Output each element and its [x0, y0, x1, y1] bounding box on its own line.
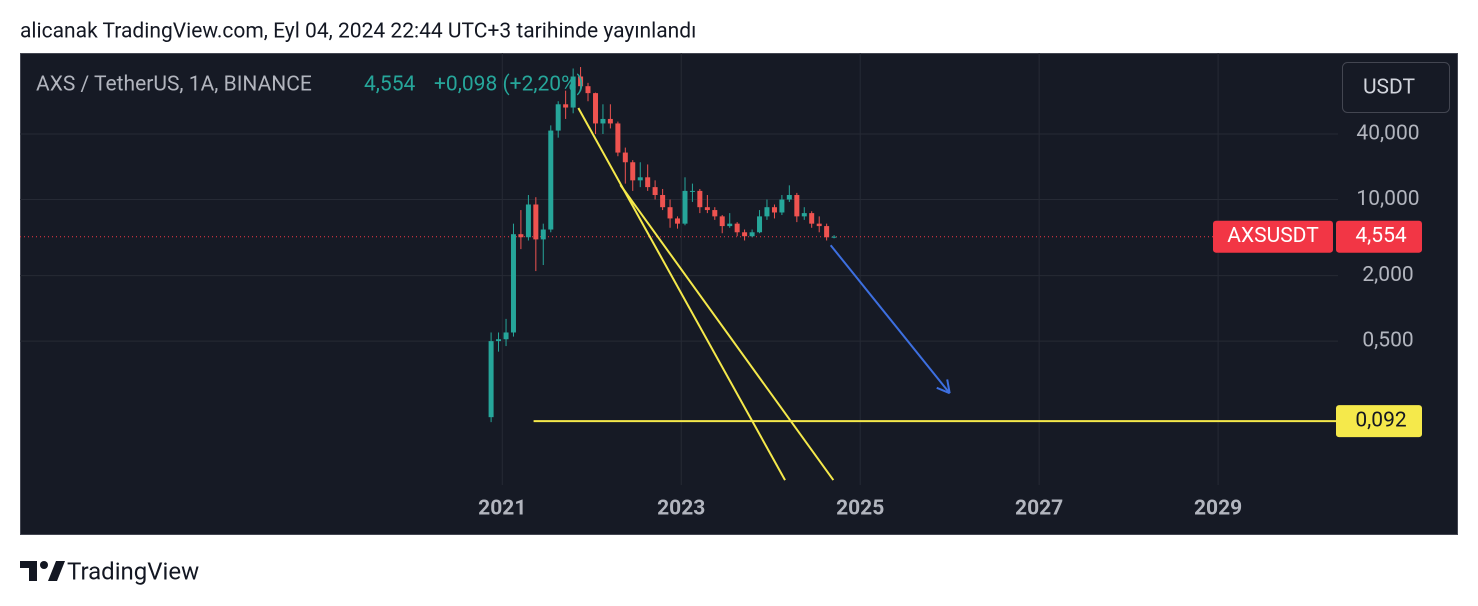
candle-body — [510, 234, 516, 333]
x-tick-label: 2021 — [478, 497, 526, 521]
candle-body — [749, 232, 755, 237]
candle-body — [503, 332, 509, 340]
candle-body — [824, 226, 830, 238]
y-tick-label: 0,500 — [1362, 329, 1413, 353]
candle-body — [757, 216, 763, 233]
candle-body — [771, 207, 777, 213]
candle-body — [831, 236, 837, 238]
candle-body — [674, 218, 680, 224]
candle-body — [578, 76, 584, 87]
symbol-label-bg — [1213, 220, 1333, 253]
y-tick-label: 40,000 — [1356, 122, 1419, 146]
candle-body — [719, 216, 725, 227]
candle-body — [518, 234, 524, 238]
trend-line — [577, 107, 786, 481]
x-tick-label: 2027 — [1015, 497, 1063, 521]
last-price: 4,554 — [364, 73, 416, 97]
arrow — [829, 244, 951, 394]
candle-body — [697, 190, 703, 208]
candle-body — [570, 76, 576, 108]
candle-body — [704, 207, 710, 211]
candle-body — [727, 223, 733, 227]
candle-body — [712, 210, 718, 217]
candle-body — [809, 213, 815, 224]
x-tick-label: 2025 — [836, 497, 884, 521]
y-tick-label: 2,000 — [1362, 263, 1413, 287]
x-tick-label: 2029 — [1194, 497, 1242, 521]
candle-body — [637, 177, 643, 181]
hline-label: 0,092 — [1355, 409, 1407, 433]
candle-body — [786, 195, 792, 200]
x-tick-label: 2023 — [657, 497, 705, 521]
y-tick-label: 10,000 — [1356, 187, 1419, 211]
candle-body — [496, 339, 502, 342]
candle-body — [682, 190, 688, 224]
candle-body — [630, 162, 636, 181]
currency-button[interactable] — [1342, 62, 1450, 113]
arrow-head — [946, 379, 951, 394]
candle-body — [593, 93, 599, 124]
candle-body — [816, 223, 822, 227]
candle-body — [548, 130, 554, 230]
candle-body — [622, 152, 628, 163]
candle-body — [645, 177, 651, 188]
candle-body — [555, 104, 561, 131]
candle-body — [563, 104, 569, 108]
arrow-head — [936, 386, 951, 395]
symbol-label: AXSUSDT — [1227, 224, 1319, 248]
candle-body — [652, 187, 658, 196]
candle-body — [742, 232, 748, 237]
plot-area — [20, 53, 1338, 485]
symbol-title: AXS / TetherUS, 1A, BINANCE — [36, 73, 312, 97]
tradingview-logo — [20, 561, 65, 581]
candle-body — [764, 207, 770, 217]
trend-line — [619, 184, 835, 481]
publish-info: alicanak TradingView.com, Eyl 04, 2024 2… — [20, 20, 696, 44]
candle-body — [660, 195, 666, 208]
candle-body — [689, 190, 695, 192]
currency-label[interactable]: USDT — [1363, 76, 1416, 100]
candle-body — [585, 86, 591, 94]
candle-body — [488, 341, 494, 418]
candle-body — [533, 204, 539, 240]
candle-body — [667, 207, 673, 219]
price-change: +0,098 (+2,20%) — [434, 73, 584, 97]
price-label-bg — [1336, 220, 1422, 253]
brand: TradingView — [67, 557, 199, 585]
chart-frame — [20, 53, 1458, 535]
candle-body — [734, 223, 740, 233]
candle-body — [540, 229, 546, 240]
candle-body — [600, 118, 606, 124]
candle-body — [607, 118, 613, 124]
hline-label-bg — [1336, 405, 1422, 438]
candle-body — [794, 195, 800, 217]
candle-body — [615, 123, 621, 153]
candle-body — [779, 199, 785, 213]
price-label: 4,554 — [1355, 224, 1407, 248]
candle-body — [801, 213, 807, 217]
candle-body — [525, 204, 531, 238]
